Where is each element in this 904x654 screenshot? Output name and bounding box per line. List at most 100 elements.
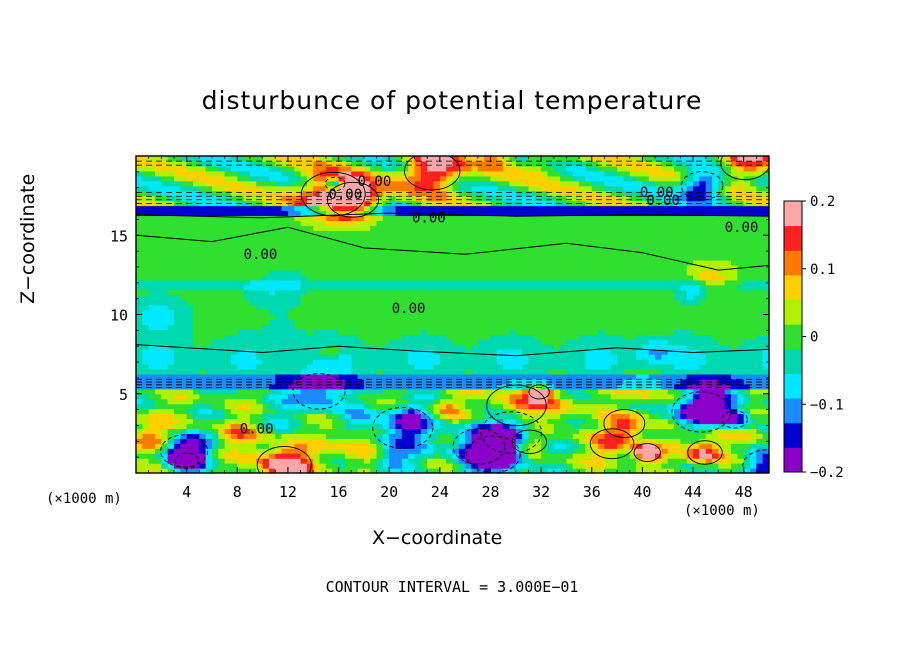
heatmap-cell [313, 324, 321, 330]
heatmap-cell [477, 175, 485, 182]
heatmap-cell [560, 329, 568, 335]
heatmap-cell [370, 393, 378, 400]
heatmap-cell [148, 354, 156, 360]
heatmap-cell [313, 165, 321, 172]
heatmap-cell [534, 156, 542, 162]
heatmap-cell [522, 393, 530, 400]
heatmap-cell [617, 309, 625, 316]
heatmap-cell [553, 289, 561, 296]
heatmap-cell [471, 245, 479, 251]
heatmap-cell [591, 274, 599, 281]
heatmap-cell [281, 393, 289, 400]
heatmap-cell [199, 235, 207, 241]
heatmap-cell [560, 284, 568, 291]
heatmap-cell [610, 403, 618, 410]
heatmap-cell [541, 359, 549, 365]
heatmap-cell [427, 373, 435, 380]
heatmap-cell [325, 408, 333, 415]
heatmap-cell [148, 339, 156, 345]
heatmap-cell [471, 289, 479, 296]
heatmap-cell [572, 205, 580, 212]
heatmap-cell [395, 339, 403, 345]
heatmap-cell [547, 230, 555, 236]
heatmap-cell [560, 269, 568, 276]
heatmap-cell [395, 349, 403, 355]
heatmap-cell [281, 235, 289, 241]
heatmap-cell [205, 260, 213, 266]
heatmap-cell [401, 423, 409, 430]
heatmap-cell [351, 433, 359, 439]
heatmap-cell [496, 403, 504, 410]
heatmap-cell [148, 324, 156, 330]
heatmap-cell [173, 260, 181, 266]
heatmap-cell [262, 388, 270, 395]
heatmap-cell [186, 260, 194, 266]
heatmap-cell [547, 255, 555, 261]
heatmap-cell [230, 403, 238, 410]
heatmap-cell [351, 378, 359, 385]
heatmap-cell [344, 240, 352, 246]
heatmap-cell [230, 279, 238, 286]
heatmap-cell [376, 383, 384, 390]
heatmap-cell [275, 294, 283, 301]
heatmap-cell [382, 230, 390, 236]
heatmap-cell [395, 195, 403, 202]
heatmap-cell [585, 354, 593, 360]
heatmap-cell [452, 294, 460, 301]
heatmap-cell [363, 255, 371, 261]
heatmap-cell [243, 235, 251, 241]
heatmap-cell [382, 418, 390, 425]
heatmap-cell [294, 190, 302, 197]
heatmap-cell [325, 438, 333, 444]
heatmap-cell [338, 453, 346, 459]
heatmap-cell [439, 180, 447, 187]
heatmap-cell [154, 364, 162, 370]
heatmap-cell [490, 215, 498, 221]
heatmap-cell [256, 279, 264, 286]
heatmap-cell [515, 250, 523, 256]
heatmap-cell [515, 269, 523, 276]
heatmap-cell [617, 195, 625, 202]
heatmap-cell [503, 398, 511, 405]
heatmap-cell [547, 264, 555, 271]
heatmap-cell [509, 468, 517, 473]
heatmap-cell [224, 453, 232, 459]
heatmap-cell [338, 215, 346, 221]
heatmap-cell [515, 160, 523, 167]
heatmap-cell [275, 255, 283, 261]
heatmap-cell [167, 279, 175, 286]
heatmap-cell [313, 160, 321, 167]
heatmap-cell [579, 319, 587, 325]
heatmap-cell [167, 274, 175, 281]
heatmap-cell [515, 175, 523, 182]
heatmap-cell [325, 160, 333, 167]
heatmap-cell [224, 299, 232, 306]
heatmap-cell [547, 334, 555, 340]
heatmap-cell [541, 264, 549, 271]
heatmap-cell [610, 240, 618, 246]
heatmap-cell [439, 354, 447, 360]
heatmap-cell [553, 156, 561, 162]
heatmap-cell [446, 165, 454, 172]
heatmap-cell [275, 245, 283, 251]
heatmap-cell [136, 468, 143, 473]
heatmap-cell [522, 418, 530, 425]
heatmap-cell [528, 205, 536, 212]
heatmap-cell [205, 413, 213, 420]
heatmap-cell [579, 373, 587, 380]
heatmap-cell [325, 215, 333, 221]
heatmap-cell [148, 458, 156, 464]
heatmap-cell [446, 304, 454, 311]
heatmap-cell [351, 339, 359, 345]
heatmap-cell [534, 289, 542, 296]
heatmap-cell [528, 334, 536, 340]
heatmap-cell [294, 289, 302, 296]
heatmap-cell [382, 364, 390, 370]
heatmap-cell [230, 220, 238, 226]
heatmap-cell [591, 230, 599, 236]
heatmap-cell [547, 413, 555, 420]
heatmap-cell [351, 319, 359, 325]
heatmap-cell [262, 185, 270, 192]
heatmap-cell [275, 175, 283, 182]
heatmap-cell [591, 364, 599, 370]
